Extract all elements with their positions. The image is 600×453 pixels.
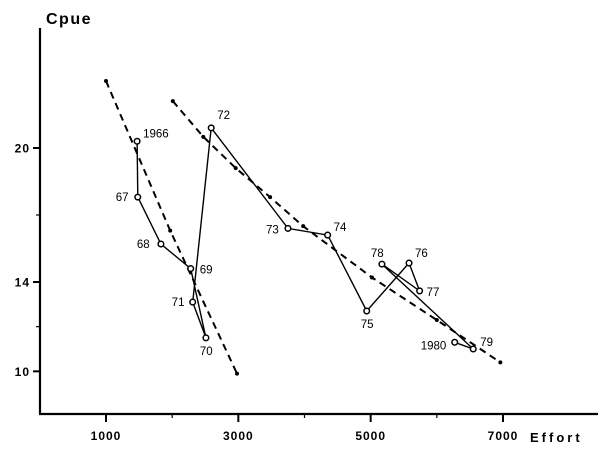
fitted-lines [104, 79, 503, 376]
x-tick-label: 5000 [355, 429, 386, 443]
data-point-75 [363, 307, 371, 315]
point-label: 79 [480, 337, 493, 349]
fitted-point [268, 195, 273, 200]
data-point-1980 [451, 338, 459, 346]
observed-line [136, 126, 474, 350]
data-point-72 [207, 124, 215, 132]
point-label: 1966 [143, 128, 169, 140]
data-point-79 [469, 345, 477, 353]
y-tick-label: 20 [15, 142, 30, 156]
point-label: 76 [415, 248, 428, 260]
fitted-point [498, 360, 503, 365]
data-point-69 [187, 265, 195, 273]
x-tick-label: 7000 [488, 429, 519, 443]
fitted-point [170, 99, 175, 104]
data-point-74 [324, 231, 332, 239]
axes [38, 28, 598, 416]
x-axis-title: Effort [530, 430, 583, 445]
point-label: 75 [361, 319, 374, 331]
fitted-point [201, 134, 206, 139]
y-tick-label: 10 [15, 365, 30, 379]
point-label: 78 [371, 248, 384, 260]
data-point-78 [378, 260, 386, 268]
fitted-point [168, 228, 173, 233]
point-label: 70 [200, 346, 213, 358]
fitted-point [235, 371, 240, 376]
fitted-point [301, 224, 306, 229]
fitted-line-2 [172, 100, 501, 364]
point-label: 71 [172, 297, 185, 309]
point-label: 77 [427, 287, 440, 299]
point-label: 72 [217, 110, 230, 122]
data-point-68 [157, 240, 165, 248]
point-label: 68 [137, 239, 150, 251]
data-point-76 [405, 259, 413, 267]
x-tick-label: 1000 [91, 429, 122, 443]
x-tick-label: 3000 [223, 429, 254, 443]
fitted-point [104, 79, 108, 83]
fitted-line-1 [105, 80, 238, 375]
fitted-point [369, 275, 374, 280]
fitted-point [434, 317, 439, 322]
y-tick-label: 14 [15, 276, 30, 290]
data-point-77 [416, 287, 424, 295]
point-label: 74 [334, 222, 347, 234]
x-ticks: 1000 3000 5000 7000 [91, 414, 519, 443]
data-point-67 [134, 193, 142, 201]
point-label: 1980 [421, 340, 447, 352]
point-label: 67 [116, 192, 129, 204]
point-label: 69 [200, 265, 213, 277]
point-label: 73 [266, 224, 279, 236]
data-point-1966 [133, 137, 141, 145]
data-point-71 [189, 298, 197, 306]
fitted-point [233, 166, 238, 171]
y-ticks: 10 14 20 [15, 142, 40, 379]
data-point-73 [284, 224, 292, 232]
observed-series: 1966 67 68 69 70 71 72 73 74 75 76 77 78 79 1980 [116, 110, 493, 358]
data-point-70 [202, 334, 210, 342]
y-axis-title: Cpue [46, 11, 92, 28]
